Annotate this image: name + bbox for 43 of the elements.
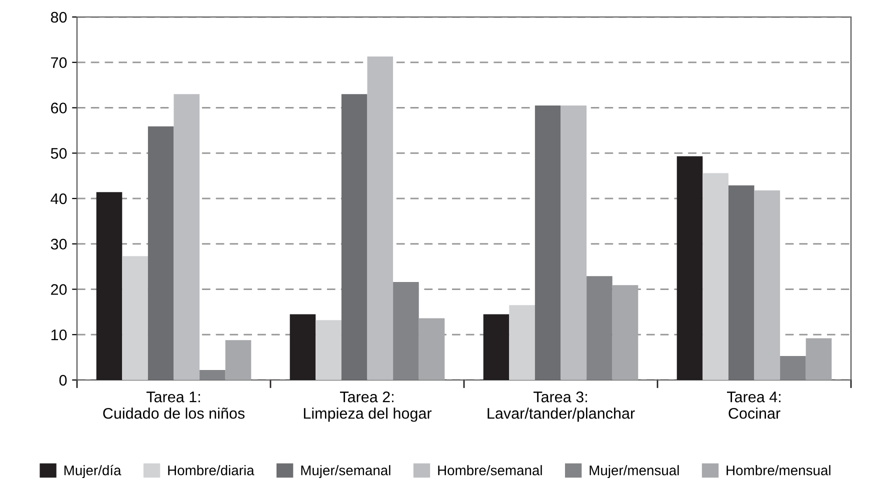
legend-label: Hombre/mensual [726,465,830,476]
bar [174,94,200,380]
bar [534,105,561,380]
y-tick-label: 10 [51,329,67,340]
x-tick-label: Tarea 2: Limpieza del hogar [304,392,432,422]
bar [122,256,148,380]
bar [316,320,342,380]
y-tick-label: 70 [51,57,67,68]
bar [483,314,510,380]
bar [728,185,754,380]
bar [367,56,394,380]
y-tick-label: 0 [59,374,67,386]
bar [96,192,122,380]
legend-label: Hombre/semanal [438,465,542,476]
bar [290,314,316,380]
bar [200,370,226,380]
x-tick-label: Tarea 1: Cuidado de los niños [103,392,245,419]
bar [418,318,445,380]
bar [586,276,612,380]
legend-label: Mujer/mensual [590,465,679,478]
bar [754,190,780,380]
y-tick-label: 50 [50,148,67,159]
legend-label: Mujer/semanal [301,465,390,478]
bar [612,285,638,380]
bar [806,338,832,380]
legend-label: Mujer/día [64,464,122,478]
x-tick-label: Tarea 3: Lavar/tander/planchar [488,392,635,422]
legend-label: Hombre/diaria [168,465,254,476]
y-tick-label: 30 [50,238,67,250]
x-tick-label: Tarea 4: Cocinar [727,392,780,419]
bar [393,282,419,380]
bar [341,94,368,380]
y-tick-label: 20 [51,284,67,295]
bar [225,340,252,380]
y-tick-label: 40 [50,193,67,204]
bar [148,126,174,380]
y-tick-label: 80 [50,12,67,23]
bar [702,173,728,380]
bar [509,305,535,380]
bar [676,156,703,380]
bar [560,105,587,380]
y-tick-label: 60 [51,102,67,114]
bar [780,356,806,380]
